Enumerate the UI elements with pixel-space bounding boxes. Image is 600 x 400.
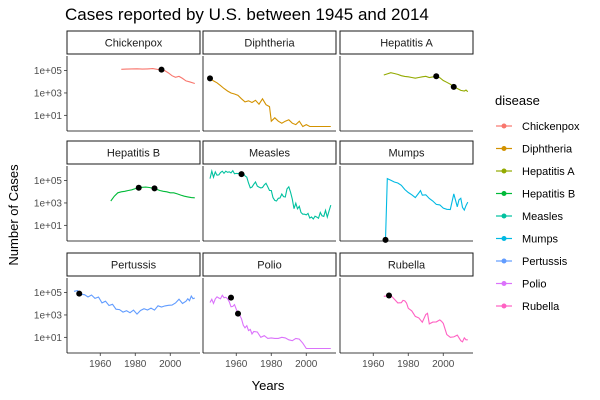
x-axis-title: Years [252, 378, 285, 393]
marker-point-hepatitis-a [433, 73, 440, 80]
legend-key-dot [501, 281, 507, 286]
facet-strip-hepatitis-b [66, 140, 201, 165]
y-axis-title: Number of Cases [6, 164, 21, 266]
facet-strip-chickenpox [66, 30, 201, 55]
series-line-rubella [383, 294, 468, 343]
y-tick-label: 1e+05 [34, 66, 63, 77]
x-tick-label: 1960 [362, 359, 385, 370]
legend-label: Diphtheria [522, 144, 573, 156]
x-tick-label: 1980 [397, 359, 420, 370]
series-line-pertussis [73, 290, 195, 315]
legend-item-measles: Measles [496, 211, 563, 223]
facet-diphtheria: Diphtheria [202, 30, 337, 132]
facet-pertussis: Pertussis 1e+01 1e+03 1e+05 1960 1980 2000 [34, 252, 201, 370]
legend-item-diphtheria: Diphtheria [496, 144, 573, 156]
marker-point-diphtheria [207, 75, 213, 82]
legend-item-hepatitis-b: Hepatitis B [496, 189, 575, 201]
y-tick-label: 1e+03 [34, 88, 63, 99]
series-line-measles [209, 168, 332, 220]
legend-item-rubella: Rubella [496, 301, 560, 313]
facet-label-pertussis: Pertussis [111, 260, 157, 272]
marker-point-hepatitis-a [450, 83, 457, 90]
legend-label: Hepatitis B [522, 189, 575, 201]
marker-point-hepatitis-b [151, 185, 158, 192]
facet-chickenpox: Chickenpox 1e+01 1e+03 1e+05 [34, 30, 201, 132]
marker-point-polio [235, 310, 241, 317]
facet-rubella: Rubella 1960 1980 2000 [339, 252, 474, 370]
y-tick-label: 1e+01 [34, 111, 63, 122]
chart-title: Cases reported by U.S. between 1945 and … [65, 5, 429, 24]
y-tick-label: 1e+01 [34, 333, 63, 344]
legend-item-mumps: Mumps [496, 234, 559, 246]
y-tick-label: 1e+05 [34, 176, 63, 187]
legend-label: Hepatitis A [522, 166, 575, 178]
series-line-polio [209, 294, 331, 350]
facet-label-polio: Polio [257, 260, 281, 272]
y-tick-label: 1e+01 [34, 221, 63, 232]
series-line-mumps [384, 177, 469, 240]
facet-hepatitis-b: Hepatitis B 1e+01 1e+03 1e+05 [34, 140, 201, 242]
facet-label-rubella: Rubella [388, 260, 426, 272]
legend-item-hepatitis-a: Hepatitis A [496, 166, 575, 178]
facet-mumps: Mumps [339, 140, 474, 243]
facet-polio: Polio 1960 1980 2000 [202, 252, 337, 370]
facet-label-measles: Measles [249, 148, 290, 160]
marker-point-polio [228, 294, 234, 301]
x-tick-label: 1960 [225, 359, 248, 370]
x-tick-label: 2000 [432, 359, 455, 370]
series-line-chickenpox [121, 68, 195, 85]
legend-key-dot [501, 303, 507, 309]
facet-label-diphtheria: Diphtheria [244, 38, 295, 50]
legend-title: disease [495, 93, 540, 108]
legend-key-dot [501, 258, 507, 264]
marker-point-chickenpox [158, 66, 165, 73]
facet-strip-hepatitis-a [339, 30, 474, 55]
legend-item-polio: Polio [496, 279, 546, 291]
facet-panels: Chickenpox 1e+01 1e+03 1e+05 Diphtheria Hepat… [34, 30, 474, 370]
facet-strip-rubella [339, 252, 474, 277]
marker-point-hepatitis-b [135, 184, 142, 191]
facet-label-hepatitis-a: Hepatitis A [380, 38, 433, 50]
marker-point-rubella [386, 292, 392, 299]
x-tick-label: 1980 [124, 359, 147, 370]
facet-hepatitis-a: Hepatitis A [339, 30, 474, 132]
legend-label: Rubella [522, 301, 560, 313]
x-tick-label: 2000 [295, 359, 318, 370]
facet-label-mumps: Mumps [388, 148, 425, 160]
legend-label: Mumps [522, 234, 559, 246]
facet-strip-pertussis [66, 252, 201, 277]
legend-label: Polio [522, 279, 546, 291]
x-tick-label: 1980 [260, 359, 283, 370]
facet-strip-measles [202, 140, 337, 165]
x-tick-label: 1960 [89, 359, 112, 370]
legend: Chickenpox Diphtheria Hepatitis A Hepatitis… [496, 121, 580, 313]
facet-label-chickenpox: Chickenpox [105, 38, 163, 50]
legend-item-chickenpox: Chickenpox [496, 121, 580, 133]
facet-strip-mumps [339, 140, 474, 165]
series-line-hepatitis-a [383, 72, 469, 93]
y-tick-label: 1e+03 [34, 198, 63, 209]
facet-label-hepatitis-b: Hepatitis B [107, 148, 160, 160]
marker-point-mumps [382, 236, 389, 243]
legend-key-dot [501, 168, 507, 174]
legend-key-dot [501, 213, 507, 219]
legend-key-dot [501, 191, 507, 196]
x-tick-label: 2000 [159, 359, 182, 370]
facet-strip-polio [202, 252, 337, 277]
facet-strip-diphtheria [202, 30, 337, 55]
y-tick-label: 1e+05 [34, 288, 63, 299]
marker-point-measles [238, 171, 245, 178]
legend-key-dot [501, 236, 507, 241]
series-line-diphtheria [209, 77, 331, 128]
y-tick-label: 1e+03 [34, 310, 63, 321]
legend-item-pertussis: Pertussis [496, 256, 568, 268]
legend-key-dot [501, 123, 507, 129]
legend-label: Pertussis [522, 256, 568, 268]
marker-point-pertussis [76, 290, 83, 297]
legend-label: Measles [522, 211, 563, 223]
legend-label: Chickenpox [522, 121, 580, 133]
facet-measles: Measles [202, 140, 337, 242]
legend-key-dot [501, 146, 507, 151]
